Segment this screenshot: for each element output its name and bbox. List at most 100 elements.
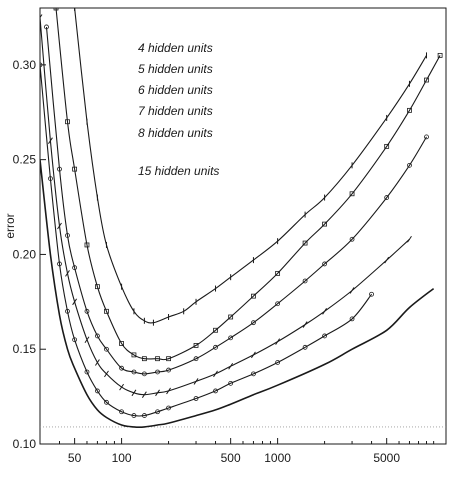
data-point bbox=[141, 371, 147, 377]
series-line-4 bbox=[40, 17, 410, 396]
data-point bbox=[141, 413, 147, 418]
data-point bbox=[275, 301, 281, 307]
data-point bbox=[407, 107, 412, 113]
data-point bbox=[131, 369, 137, 375]
legend-entry-4: 7 hidden units bbox=[138, 104, 213, 118]
data-point bbox=[72, 298, 78, 306]
data-point bbox=[57, 222, 62, 230]
data-point bbox=[166, 387, 171, 395]
data-point bbox=[228, 314, 234, 320]
y-axis-title: error bbox=[3, 213, 17, 238]
legend-entry-1: 4 hidden units bbox=[138, 41, 213, 55]
data-point bbox=[104, 399, 109, 405]
data-point bbox=[95, 284, 100, 290]
data-point bbox=[65, 119, 70, 125]
data-point bbox=[302, 321, 308, 328]
data-point bbox=[213, 388, 218, 394]
data-point bbox=[65, 233, 70, 238]
series-line-2 bbox=[55, 8, 441, 361]
data-point bbox=[65, 308, 70, 314]
x-tick-label: 50 bbox=[68, 451, 82, 465]
data-point bbox=[384, 256, 390, 264]
x-tick-label: 5000 bbox=[373, 451, 400, 465]
data-point bbox=[84, 308, 90, 314]
data-point bbox=[213, 370, 218, 378]
legend-entry-5: 8 hidden units bbox=[138, 126, 213, 140]
data-point bbox=[213, 327, 218, 333]
x-tick-label: 100 bbox=[112, 451, 132, 465]
data-point bbox=[275, 360, 281, 365]
data-point bbox=[349, 287, 355, 294]
y-tick-label: 0.30 bbox=[13, 58, 37, 72]
data-point bbox=[72, 337, 78, 343]
data-point bbox=[384, 143, 390, 149]
data-point bbox=[57, 166, 62, 172]
data-point bbox=[369, 291, 374, 297]
data-point bbox=[251, 320, 256, 326]
data-point bbox=[228, 380, 234, 386]
y-tick-label: 0.25 bbox=[13, 153, 37, 167]
data-point bbox=[119, 365, 124, 371]
data-point bbox=[193, 343, 199, 348]
series-group bbox=[40, 8, 443, 428]
data-point bbox=[251, 351, 256, 359]
data-point bbox=[95, 388, 100, 394]
data-point bbox=[228, 363, 234, 370]
legend-entry-6: 15 hidden units bbox=[138, 164, 219, 178]
data-point bbox=[349, 191, 355, 197]
data-point bbox=[275, 270, 281, 276]
data-point bbox=[155, 369, 160, 375]
x-tick-label: 1000 bbox=[264, 451, 291, 465]
data-point bbox=[193, 356, 199, 362]
data-point bbox=[155, 356, 160, 362]
data-point bbox=[302, 240, 308, 246]
data-point bbox=[166, 367, 171, 373]
data-point bbox=[166, 356, 171, 362]
data-point bbox=[119, 383, 125, 391]
data-point bbox=[349, 236, 355, 242]
data-point bbox=[155, 389, 160, 397]
data-point bbox=[193, 378, 199, 385]
data-point bbox=[119, 409, 124, 415]
data-point bbox=[193, 396, 199, 401]
data-point bbox=[302, 344, 308, 350]
y-tick-label: 0.10 bbox=[13, 437, 37, 451]
data-point bbox=[407, 162, 412, 168]
data-point bbox=[72, 265, 78, 271]
data-point bbox=[275, 338, 281, 345]
data-point bbox=[322, 308, 328, 315]
data-point bbox=[48, 176, 53, 182]
data-point bbox=[40, 62, 43, 68]
data-point bbox=[213, 344, 218, 350]
data-point bbox=[44, 24, 49, 30]
data-point bbox=[141, 356, 147, 362]
data-point bbox=[407, 235, 412, 243]
data-point bbox=[322, 221, 327, 227]
data-point bbox=[384, 195, 390, 200]
data-point bbox=[131, 389, 137, 397]
data-point bbox=[437, 52, 443, 58]
data-point bbox=[65, 270, 70, 277]
data-point bbox=[424, 134, 429, 140]
data-point bbox=[119, 341, 124, 346]
data-point bbox=[57, 261, 62, 267]
data-point bbox=[40, 14, 43, 19]
data-point bbox=[251, 371, 256, 377]
data-point bbox=[228, 335, 234, 341]
data-point bbox=[155, 409, 160, 415]
legend-entry-2: 5 hidden units bbox=[138, 62, 213, 76]
data-point bbox=[72, 166, 78, 172]
y-tick-label: 0.20 bbox=[13, 247, 37, 261]
data-point bbox=[84, 242, 90, 248]
data-point bbox=[302, 278, 308, 284]
data-point bbox=[94, 359, 100, 366]
data-point bbox=[251, 293, 256, 299]
data-point bbox=[84, 336, 90, 344]
x-tick-label: 500 bbox=[221, 451, 241, 465]
data-point bbox=[84, 369, 90, 375]
data-point bbox=[349, 316, 355, 322]
series-line-6 bbox=[40, 159, 435, 428]
data-point bbox=[322, 261, 327, 267]
